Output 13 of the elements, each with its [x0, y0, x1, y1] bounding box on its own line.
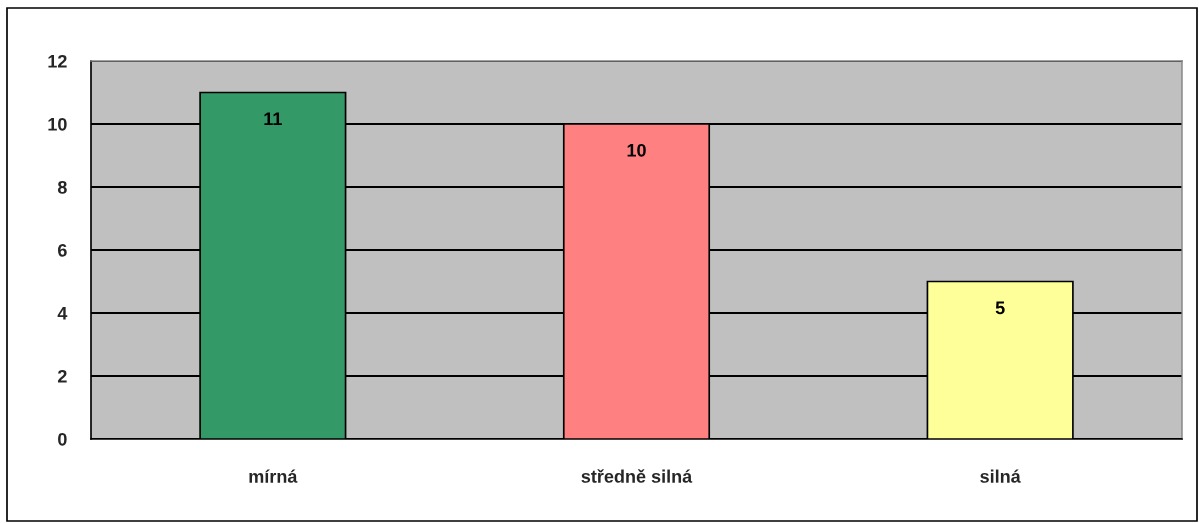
y-tick-label: 6: [58, 243, 67, 257]
x-tick-label: středně silná: [581, 469, 693, 483]
y-tick-label: 4: [57, 307, 68, 320]
y-tick-label: 2: [57, 369, 67, 383]
data-label: 10: [627, 143, 646, 157]
y-tick-label: 0: [58, 432, 67, 446]
x-tick-label: mírná: [249, 469, 298, 483]
x-tick-label: silná: [980, 469, 1021, 483]
y-tick-label: 10: [48, 117, 67, 131]
y-tick-label: 8: [57, 180, 67, 194]
y-tick-label: 12: [48, 54, 67, 68]
data-label: 5: [995, 301, 1005, 315]
data-label: 11: [264, 112, 282, 126]
